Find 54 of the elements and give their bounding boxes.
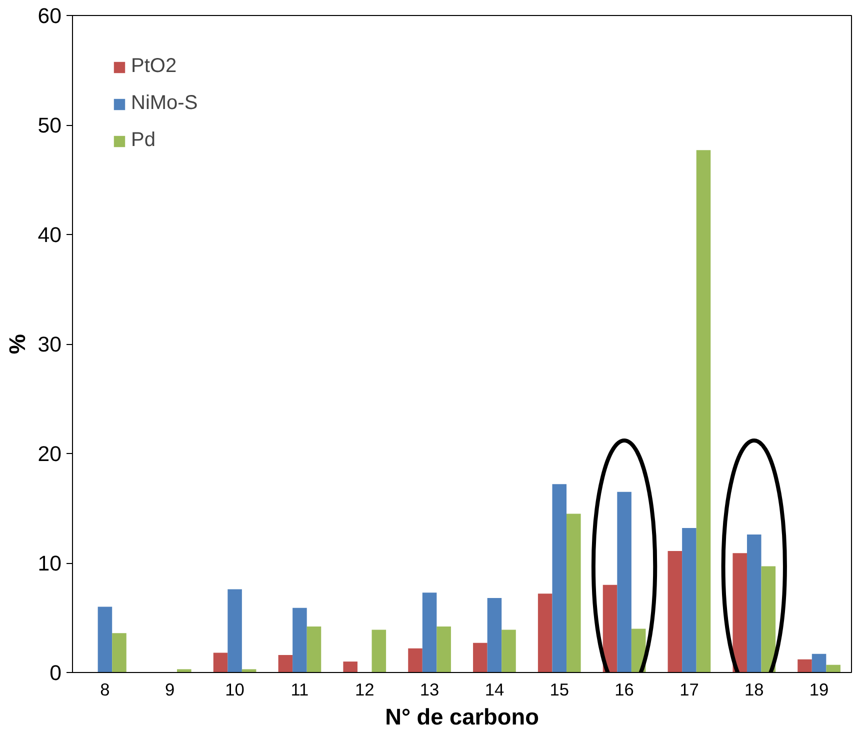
bar xyxy=(602,584,618,672)
y-tick-label: 60 xyxy=(38,4,62,28)
bar xyxy=(668,550,682,672)
legend-label: Pd xyxy=(131,129,156,152)
x-tick-label: 16 xyxy=(614,680,634,700)
bar xyxy=(732,553,747,672)
bar xyxy=(228,589,242,672)
bar xyxy=(98,606,112,672)
x-tick-label: 11 xyxy=(290,680,309,700)
x-tick-label: 8 xyxy=(100,680,110,700)
bar xyxy=(487,598,502,672)
bar xyxy=(617,492,632,672)
x-tick-label: 15 xyxy=(550,680,570,700)
bar xyxy=(213,652,228,672)
bar xyxy=(746,534,762,672)
legend-label: PtO2 xyxy=(131,55,177,78)
bar xyxy=(538,594,552,672)
y-tick-label: 40 xyxy=(38,223,62,247)
x-tick-label: 13 xyxy=(420,680,440,700)
bar xyxy=(682,528,696,672)
y-tick-label: 30 xyxy=(38,332,62,356)
x-axis-title: N° de carbono xyxy=(385,704,539,730)
bar xyxy=(343,662,358,672)
legend-label: NiMo-S xyxy=(131,92,198,115)
bar xyxy=(278,654,293,672)
x-tick-label: 10 xyxy=(225,680,244,700)
x-tick-label: 17 xyxy=(680,680,699,700)
bar xyxy=(408,648,422,672)
bar xyxy=(502,630,516,672)
bar xyxy=(798,659,812,672)
bar xyxy=(826,664,840,672)
bar xyxy=(177,669,192,672)
bar xyxy=(372,630,386,672)
bar xyxy=(112,633,126,672)
x-tick-label: 14 xyxy=(484,680,504,700)
y-axis-title: % xyxy=(4,334,30,354)
bar xyxy=(761,566,776,672)
bar xyxy=(436,626,451,672)
bar xyxy=(552,484,567,672)
x-tick-label: 12 xyxy=(354,680,374,700)
bar xyxy=(473,642,488,672)
y-tick-label: 20 xyxy=(38,442,62,466)
y-tick-label: 10 xyxy=(38,552,62,576)
bar xyxy=(422,592,437,672)
bar xyxy=(292,608,307,672)
x-tick-label: 9 xyxy=(165,680,175,700)
y-tick-label: 50 xyxy=(38,114,62,138)
bar xyxy=(566,514,581,672)
y-tick-label: 0 xyxy=(50,661,62,685)
bar xyxy=(306,626,322,672)
bar xyxy=(696,150,711,672)
x-tick-label: 19 xyxy=(809,680,829,700)
bar xyxy=(812,654,826,672)
x-tick-label: 18 xyxy=(744,680,764,700)
